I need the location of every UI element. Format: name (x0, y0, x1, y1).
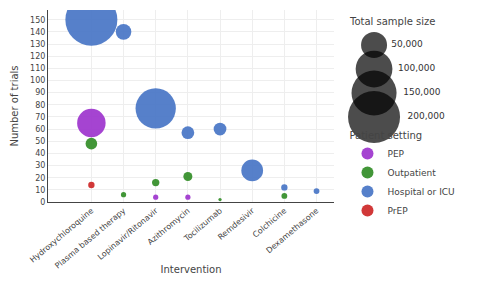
svg-text:40: 40 (35, 149, 45, 158)
svg-text:110: 110 (30, 64, 45, 73)
svg-text:80: 80 (35, 101, 45, 110)
svg-text:Hydroxychloroquine: Hydroxychloroquine (28, 206, 95, 264)
svg-text:150: 150 (30, 16, 45, 25)
svg-text:Number of trials: Number of trials (9, 65, 20, 146)
svg-text:60: 60 (35, 125, 45, 134)
svg-text:Patient setting: Patient setting (349, 130, 422, 141)
svg-text:100: 100 (30, 76, 45, 85)
svg-text:Outpatient: Outpatient (387, 168, 436, 178)
svg-text:20: 20 (35, 174, 45, 183)
svg-text:Tocilizumab: Tocilizumab (182, 206, 224, 243)
svg-text:200,000: 200,000 (408, 111, 445, 121)
svg-text:Lopinavir/Ritonavir: Lopinavir/Ritonavir (96, 206, 160, 262)
svg-text:140: 140 (30, 28, 45, 37)
svg-text:100,000: 100,000 (398, 63, 435, 73)
svg-text:Colchicine: Colchicine (251, 206, 288, 239)
svg-text:PrEP: PrEP (387, 206, 408, 216)
svg-text:50: 50 (35, 137, 45, 146)
svg-text:Total sample size: Total sample size (349, 16, 435, 27)
svg-text:Azithromycin: Azithromycin (146, 206, 192, 247)
svg-text:Plasma based therapy: Plasma based therapy (53, 206, 127, 270)
svg-text:50,000: 50,000 (391, 39, 423, 49)
svg-text:0: 0 (40, 198, 45, 207)
svg-text:Remdesivir: Remdesivir (216, 206, 256, 242)
svg-text:90: 90 (35, 88, 45, 97)
svg-text:Hospital or ICU: Hospital or ICU (387, 187, 454, 197)
svg-text:120: 120 (30, 52, 45, 61)
svg-text:PEP: PEP (387, 149, 404, 159)
svg-text:130: 130 (30, 40, 45, 49)
svg-text:10: 10 (35, 186, 45, 195)
svg-text:Intervention: Intervention (161, 264, 222, 275)
svg-text:70: 70 (35, 113, 45, 122)
svg-text:150,000: 150,000 (403, 87, 440, 97)
svg-text:30: 30 (35, 161, 45, 170)
svg-text:Dexamethasone: Dexamethasone (264, 206, 320, 255)
